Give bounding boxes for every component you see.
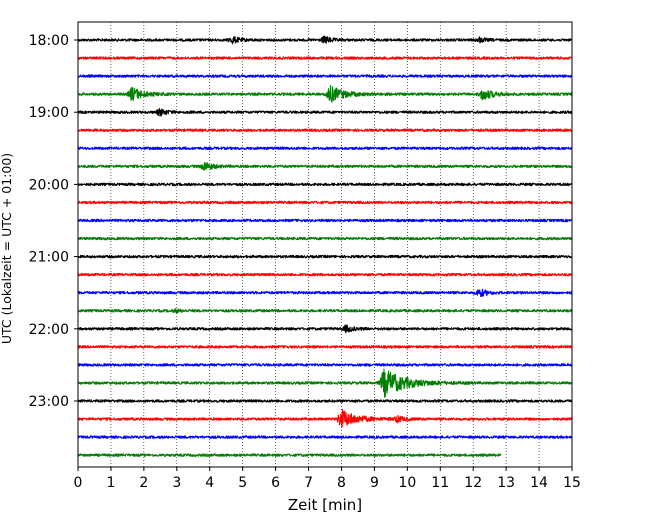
y-tick-label: 20:00	[29, 177, 69, 193]
trace-row-2130	[77, 288, 573, 298]
x-tick-label: 6	[271, 475, 280, 491]
trace-row-1845	[77, 84, 573, 103]
trace-row-1900	[77, 108, 573, 117]
x-tick-label: 12	[464, 475, 482, 491]
trace-row-2000	[77, 182, 573, 187]
trace-row-2345	[77, 453, 502, 457]
y-axis-label: UTC (Lokalzeit = UTC + 01:00)	[0, 153, 14, 344]
y-tick-label: 18:00	[29, 33, 69, 49]
trace-row-1800	[77, 35, 573, 45]
trace-row-2300	[77, 399, 573, 403]
grid-lines	[110, 22, 540, 467]
axis-ticks: 0 1 2 3 4 5 6 7 8 9 10 11 12 13 14 1518:0019:0020:0021:…	[29, 33, 581, 491]
x-tick-label: 11	[431, 475, 449, 491]
trace-row-2045	[77, 236, 573, 241]
x-axis-label: Zeit [min]	[288, 496, 362, 514]
x-tick-label: 0	[74, 475, 83, 491]
trace-row-2330	[77, 435, 573, 439]
trace-row-2145	[77, 308, 573, 314]
x-tick-label: 1	[106, 475, 115, 491]
trace-row-2230	[77, 363, 573, 367]
trace-row-1945	[77, 161, 573, 171]
trace-row-2315	[77, 409, 573, 428]
trace-lines	[77, 35, 573, 457]
trace-row-2215	[77, 345, 573, 349]
x-tick-label: 4	[205, 475, 214, 491]
trace-row-1930	[77, 146, 573, 151]
trace-row-2015	[77, 200, 573, 205]
trace-row-2030	[77, 218, 573, 223]
y-tick-label: 21:00	[29, 250, 69, 266]
plot-frame	[77, 21, 573, 468]
trace-row-2200	[77, 324, 573, 334]
x-tick-label: 13	[497, 475, 515, 491]
x-tick-label: 9	[370, 475, 379, 491]
y-tick-label: 22:00	[29, 322, 69, 338]
y-tick-label: 23:00	[29, 394, 69, 410]
y-tick-label: 19:00	[29, 105, 69, 121]
x-tick-label: 15	[563, 475, 581, 491]
x-tick-label: 8	[337, 475, 346, 491]
x-tick-label: 10	[398, 475, 416, 491]
x-tick-label: 14	[530, 475, 548, 491]
x-tick-label: 3	[172, 475, 181, 491]
trace-row-2100	[77, 254, 573, 259]
trace-row-2115	[77, 272, 573, 277]
trace-row-1830	[77, 74, 573, 78]
trace-row-2245	[77, 368, 573, 398]
trace-row-1915	[77, 128, 573, 133]
trace-row-1815	[77, 56, 573, 60]
x-tick-label: 2	[139, 475, 148, 491]
x-tick-label: 5	[238, 475, 247, 491]
x-tick-label: 7	[304, 475, 313, 491]
